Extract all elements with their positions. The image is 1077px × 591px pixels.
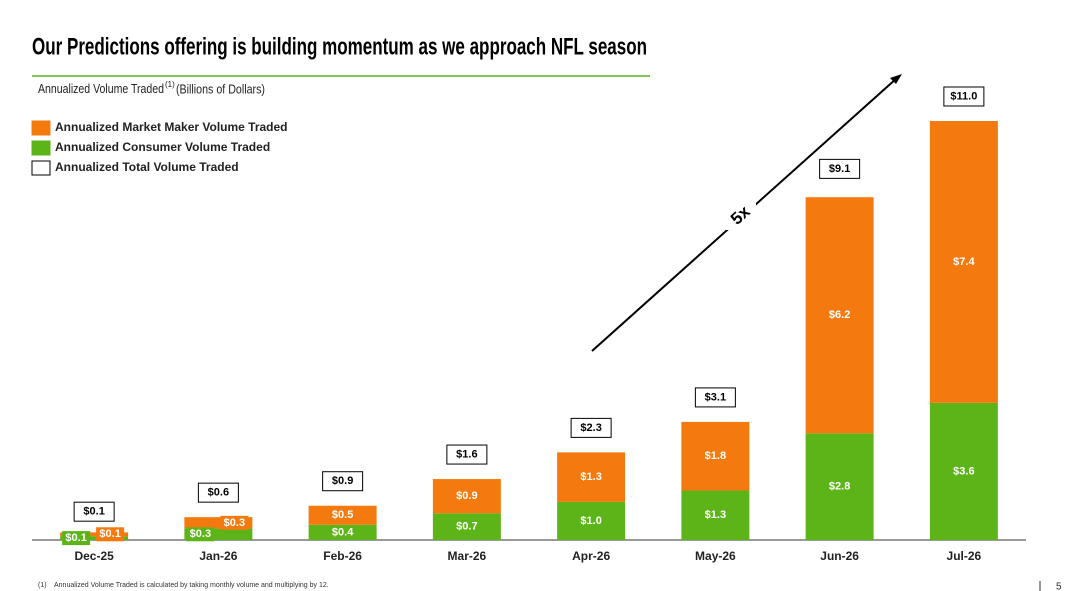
total-box xyxy=(73,501,115,522)
subtitle-text: Annualized Volume Traded xyxy=(38,81,164,96)
total-label: $0.1 xyxy=(83,506,104,518)
value-label: $0.1 xyxy=(65,532,86,544)
total-box xyxy=(694,387,736,408)
x-tick-label: Jun-26 xyxy=(820,549,859,563)
x-tick-label: Jan-26 xyxy=(199,549,237,563)
legend-swatch xyxy=(31,120,51,136)
bar-segment xyxy=(308,524,377,540)
value-label: $0.7 xyxy=(456,521,477,533)
arrow-head xyxy=(890,74,902,84)
total-label: $11.0 xyxy=(950,90,977,102)
value-label: $1.8 xyxy=(705,450,726,462)
total-label: $2.3 xyxy=(580,422,601,434)
title: Our Predictions offering is building mom… xyxy=(32,33,647,60)
bar-segment xyxy=(805,197,874,434)
legend-swatch xyxy=(31,160,51,176)
total-box xyxy=(570,417,612,438)
annotation-bg xyxy=(726,200,756,230)
value-label-bg xyxy=(186,527,215,542)
bar-segment xyxy=(184,528,253,540)
legend-swatch xyxy=(31,140,51,156)
value-label: $0.3 xyxy=(190,528,211,540)
value-label: $0.5 xyxy=(332,509,353,521)
footnote: Annualized Volume Traded is calculated b… xyxy=(54,582,329,589)
bar-segment xyxy=(557,452,626,502)
x-tick-label: May-26 xyxy=(695,549,736,563)
total-label: $9.1 xyxy=(829,163,850,175)
bar-segment xyxy=(681,490,750,540)
value-label: $6.2 xyxy=(829,309,850,321)
bar-segment xyxy=(557,501,626,540)
x-tick-label: Mar-26 xyxy=(448,549,487,563)
total-box xyxy=(819,158,861,179)
total-box xyxy=(446,444,488,465)
value-label: $1.3 xyxy=(580,471,601,483)
total-box xyxy=(197,482,239,503)
value-label: $2.8 xyxy=(829,481,850,493)
value-label-bg xyxy=(62,531,91,546)
value-label: $0.9 xyxy=(456,490,477,502)
value-label: $3.6 xyxy=(953,465,974,477)
bar-segment xyxy=(60,536,129,540)
total-label: $1.6 xyxy=(456,448,477,460)
value-label-bg xyxy=(220,515,249,530)
bar-segment xyxy=(929,402,998,540)
x-tick-label: Apr-26 xyxy=(572,549,610,563)
x-tick-label: Feb-26 xyxy=(323,549,362,563)
x-tick-label: Jul-26 xyxy=(947,549,982,563)
bar-segment xyxy=(60,532,129,537)
bar-segment xyxy=(184,517,253,529)
subtitle-sup: (1) xyxy=(165,80,175,89)
bar-segment xyxy=(805,433,874,540)
subtitle: Annualized Volume Traded xyxy=(38,81,164,96)
value-label: $1.0 xyxy=(580,515,601,527)
bar-segment xyxy=(929,121,998,403)
value-label: $7.4 xyxy=(953,256,975,268)
total-label: $3.1 xyxy=(705,391,726,403)
value-label: $1.3 xyxy=(705,509,726,521)
subtitle-unit: (Billions of Dollars) xyxy=(176,81,265,96)
bar-segment xyxy=(432,479,501,514)
total-box xyxy=(943,86,985,107)
footnote-marker: (1) xyxy=(38,582,47,589)
value-label: $0.3 xyxy=(224,517,245,529)
value-label: $0.4 xyxy=(332,526,354,538)
total-label: $0.6 xyxy=(208,487,229,499)
value-label: $0.1 xyxy=(99,528,120,540)
bar-segment xyxy=(308,505,377,525)
total-box xyxy=(322,471,364,492)
bar-segment xyxy=(432,513,501,540)
x-tick-label: Dec-25 xyxy=(74,549,114,563)
legend-label: Annualized Market Maker Volume Traded xyxy=(55,120,288,134)
bar-segment xyxy=(681,421,750,491)
legend-label: Annualized Total Volume Traded xyxy=(55,160,239,174)
value-label-bg xyxy=(96,527,125,542)
page-number: 5 xyxy=(1056,582,1062,591)
total-label: $0.9 xyxy=(332,475,353,487)
legend-label: Annualized Consumer Volume Traded xyxy=(55,140,270,154)
